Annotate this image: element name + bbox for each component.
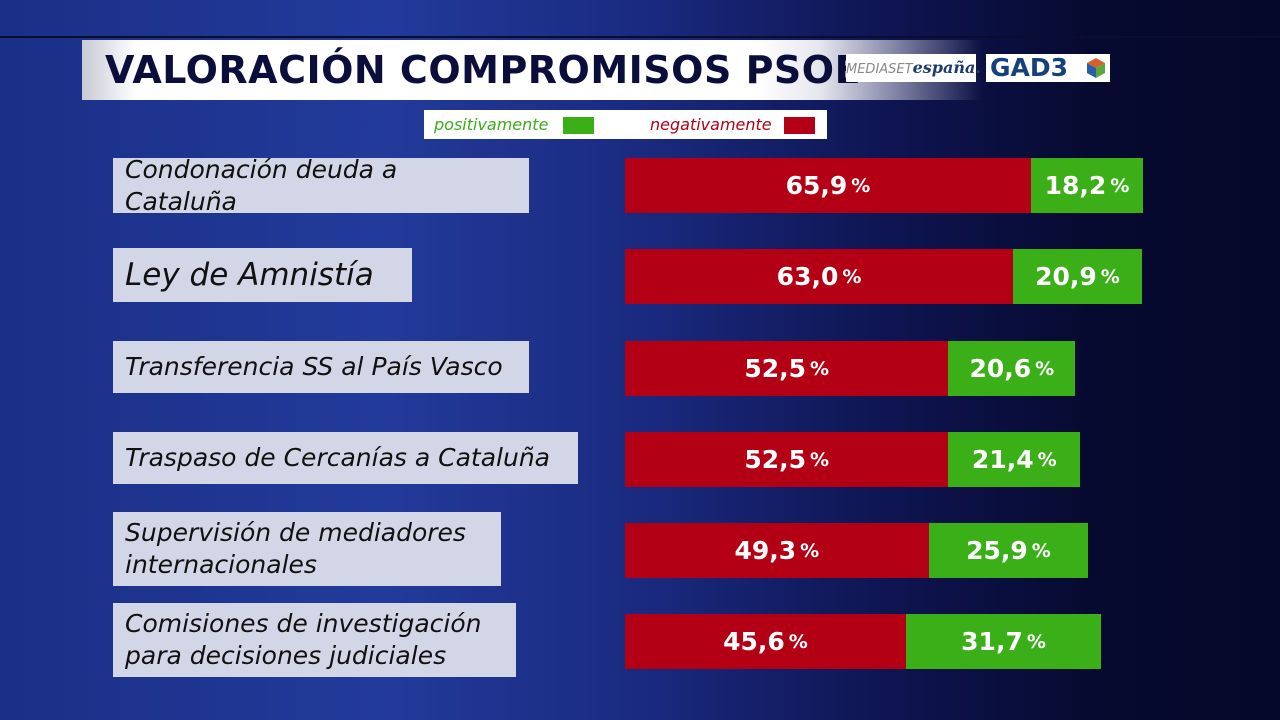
percent-sign: % [810,357,830,380]
data-label: 52,5 [744,445,807,474]
legend-negative-swatch [784,117,815,134]
percent-sign: % [1035,357,1055,380]
category-label: Ley de Amnistía [113,248,412,302]
data-label: 65,9 [785,171,848,200]
percent-sign: % [800,539,820,562]
data-label: 31,7 [961,627,1023,656]
percent-sign: % [842,265,862,288]
negative-bar: 65,9% [625,158,1031,213]
gad3-logo: GAD3 [986,54,1110,82]
legend-positive-swatch [563,117,594,134]
title-bar [82,40,982,100]
legend-negative-label: negativamente [650,115,772,134]
category-label: Supervisión de mediadores internacionale… [113,512,501,586]
percent-sign: % [1110,174,1130,197]
data-label: 20,6 [969,354,1032,383]
percent-sign: % [810,448,830,471]
negative-bar: 45,6% [625,614,906,669]
positive-bar: 21,4% [948,432,1081,487]
negative-bar: 52,5% [625,432,949,487]
data-label: 52,5 [744,354,807,383]
percent-sign: % [1037,448,1057,471]
data-label: 20,9 [1035,262,1097,291]
positive-bar: 18,2% [1030,158,1144,213]
chart-title: VALORACIÓN COMPROMISOS PSOE [105,48,862,92]
negative-bar: 52,5% [625,341,949,396]
data-label: 21,4 [971,445,1034,474]
mediaset-logo: MEDIASETespaña. [846,54,981,82]
data-label: 25,9 [966,536,1028,565]
positive-bar: 20,9% [1013,249,1142,304]
percent-sign: % [1031,539,1051,562]
percent-sign: % [851,174,871,197]
category-label: Comisiones de investigación para decisio… [113,603,516,677]
cube-icon [1087,58,1105,78]
negative-bar: 49,3% [625,523,929,578]
top-divider [0,36,1280,38]
percent-sign: % [1026,630,1046,653]
data-label: 49,3 [734,536,797,565]
positive-bar: 25,9% [928,523,1089,578]
legend: positivamente negativamente [424,110,827,139]
data-label: 45,6 [723,627,785,656]
positive-bar: 20,6% [948,341,1076,396]
negative-bar: 63,0% [625,249,1014,304]
category-label: Transferencia SS al País Vasco [113,341,529,393]
positive-bar: 31,7% [905,614,1102,669]
percent-sign: % [1100,265,1120,288]
data-label: 63,0 [776,262,839,291]
percent-sign: % [788,630,808,653]
data-label: 18,2 [1044,171,1107,200]
legend-positive-label: positivamente [434,115,549,134]
category-label: Condonación deuda a Cataluña [113,155,529,216]
category-label: Traspaso de Cercanías a Cataluña [113,432,578,484]
